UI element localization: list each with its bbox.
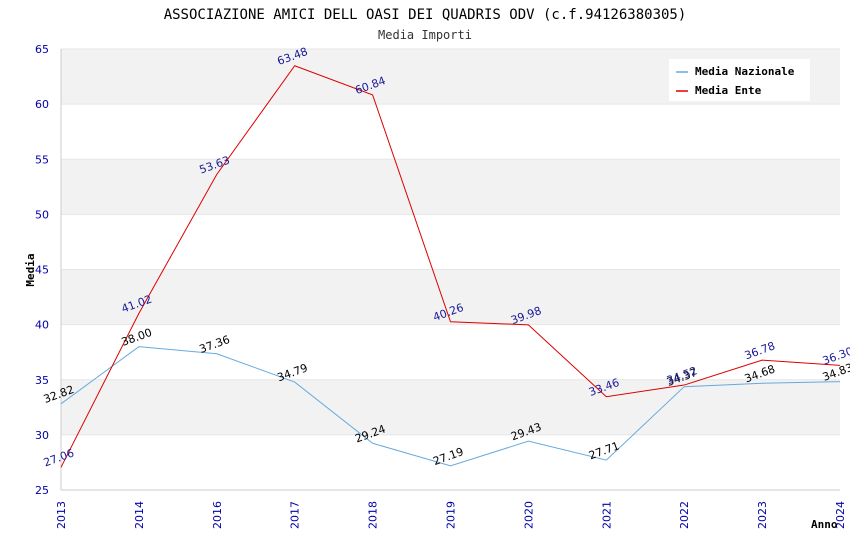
x-tick-label: 2018 xyxy=(367,501,380,529)
y-tick-label: 50 xyxy=(35,208,49,221)
x-axis-title: Anno xyxy=(811,518,838,531)
y-tick-label: 40 xyxy=(35,319,49,332)
data-label: 36.78 xyxy=(743,339,777,362)
x-tick-label: 2016 xyxy=(211,501,224,529)
x-tick-label: 2023 xyxy=(756,501,769,529)
y-tick-label: 55 xyxy=(35,153,49,166)
y-tick-labels: 25 30 35 40 45 50 55 60 65 xyxy=(35,43,49,497)
x-tick-label: 2019 xyxy=(445,501,458,529)
series-lines xyxy=(60,65,841,468)
x-tick-label: 2024 xyxy=(834,501,847,529)
grid-bands xyxy=(61,49,840,435)
legend-box xyxy=(669,59,810,101)
legend-label-media-nazionale: Media Nazionale xyxy=(695,65,795,78)
y-tick-label: 30 xyxy=(35,429,49,442)
x-tick-label: 2020 xyxy=(522,501,535,529)
legend: Media Nazionale Media Ente xyxy=(669,59,810,101)
chart-title: ASSOCIAZIONE AMICI DELL OASI DEI QUADRIS… xyxy=(164,7,687,23)
series-line-media-ente xyxy=(60,65,841,468)
x-tick-labels: 2013 2014 2016 2017 2018 2019 2020 2021 2022 2023… xyxy=(55,501,847,529)
y-tick-label: 35 xyxy=(35,374,49,387)
series-line-media-nazionale xyxy=(60,346,841,467)
x-tick-label: 2014 xyxy=(133,501,146,529)
grid-band xyxy=(61,269,840,325)
x-tick-label: 2017 xyxy=(289,501,302,529)
x-tick-label: 2021 xyxy=(600,501,613,529)
y-axis-title: Media xyxy=(24,253,37,286)
data-label: 27.06 xyxy=(42,447,76,470)
grid-lines xyxy=(61,48,840,491)
grid-band xyxy=(61,159,840,215)
y-tick-label: 60 xyxy=(35,98,49,111)
y-tick-label: 65 xyxy=(35,43,49,56)
grid-band xyxy=(61,379,840,435)
y-tick-label: 45 xyxy=(35,264,49,277)
y-tick-label: 25 xyxy=(35,484,49,497)
data-label: 27.71 xyxy=(587,439,621,462)
chart-subtitle: Media Importi xyxy=(378,28,472,42)
data-label: 27.19 xyxy=(431,445,465,468)
data-label: 37.36 xyxy=(198,333,232,356)
x-tick-label: 2013 xyxy=(55,501,68,529)
data-label: 38.00 xyxy=(120,326,154,349)
legend-label-media-ente: Media Ente xyxy=(695,84,762,97)
axes xyxy=(60,49,840,491)
x-tick-label: 2022 xyxy=(678,501,691,529)
